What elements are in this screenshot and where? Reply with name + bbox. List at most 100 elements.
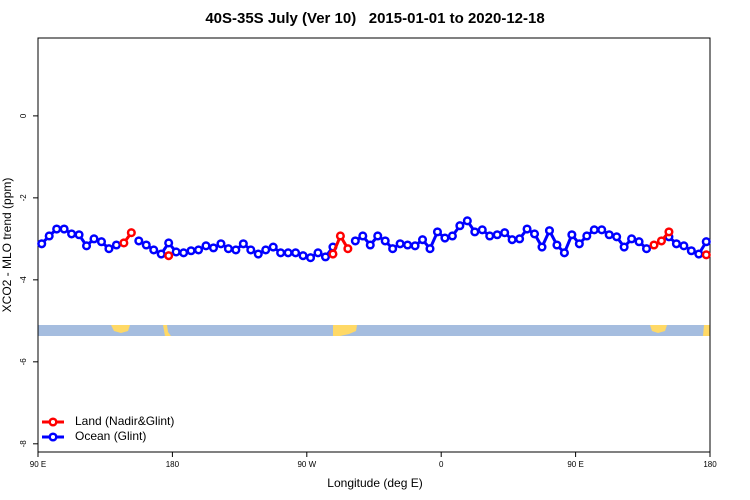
y-tick-label: -8 <box>19 440 28 448</box>
data-point <box>223 244 233 254</box>
data-point <box>89 234 99 244</box>
data-point <box>462 216 472 226</box>
data-point <box>208 243 219 253</box>
land-shape <box>703 325 710 336</box>
data-point <box>246 245 256 255</box>
data-point <box>193 245 204 255</box>
data-point <box>515 234 525 244</box>
data-point <box>522 224 532 234</box>
data-point <box>619 242 629 252</box>
data-point <box>552 240 562 250</box>
data-point <box>529 229 540 239</box>
data-point <box>544 226 555 236</box>
data-point <box>44 231 54 241</box>
data-point <box>388 244 398 254</box>
data-point <box>335 231 345 241</box>
data-point <box>313 248 323 258</box>
data-point <box>403 240 413 250</box>
data-point <box>627 234 637 244</box>
data-point <box>201 241 211 251</box>
data-point <box>686 246 696 256</box>
data-point <box>574 239 584 249</box>
data-point <box>111 240 121 250</box>
data-point <box>216 239 226 249</box>
ocean-band <box>38 325 710 336</box>
data-point <box>59 224 69 234</box>
data-point <box>328 249 338 259</box>
land-shape <box>163 325 171 336</box>
x-tick-label: 90 W <box>297 460 316 469</box>
data-point <box>164 238 174 248</box>
data-point <box>298 251 308 261</box>
data-point <box>74 230 84 240</box>
legend-label: Land (Nadir&Glint) <box>75 414 174 428</box>
legend-marker <box>48 417 58 427</box>
data-point <box>253 249 263 259</box>
data-point <box>261 245 271 255</box>
data-point <box>291 248 301 258</box>
data-point <box>410 241 420 251</box>
data-point <box>365 240 375 250</box>
data-point <box>134 236 144 246</box>
data-point <box>656 236 667 246</box>
data-point <box>238 239 248 249</box>
data-point <box>81 241 92 251</box>
data-point <box>141 240 151 250</box>
legend-label: Ocean (Glint) <box>75 429 146 443</box>
data-point <box>283 248 293 258</box>
data-point <box>179 248 189 258</box>
data-point <box>432 227 443 237</box>
data-point <box>276 248 286 258</box>
y-tick-label: 0 <box>19 113 28 118</box>
data-point <box>96 237 107 247</box>
data-point <box>156 249 166 259</box>
data-point <box>641 244 652 254</box>
x-tick-label: 0 <box>439 460 444 469</box>
data-point <box>171 247 181 257</box>
x-tick-label: 180 <box>703 460 717 469</box>
data-point <box>612 232 622 242</box>
data-point <box>149 245 159 255</box>
data-point <box>380 236 390 246</box>
data-point <box>597 225 607 235</box>
x-tick-label: 90 E <box>567 460 583 469</box>
data-point <box>694 249 704 259</box>
data-point <box>582 231 592 241</box>
data-point <box>358 231 368 241</box>
data-point <box>455 221 465 231</box>
x-tick-label: 180 <box>166 460 180 469</box>
x-axis-label: Longitude (deg E) <box>327 476 422 490</box>
land-strip <box>38 325 710 336</box>
data-point <box>664 227 674 237</box>
data-point <box>537 242 547 252</box>
data-point <box>470 227 480 237</box>
data-point <box>268 242 278 252</box>
data-point <box>67 229 77 239</box>
data-point <box>500 228 510 238</box>
data-point <box>440 233 450 243</box>
data-point <box>507 235 517 245</box>
data-point <box>679 241 689 251</box>
data-point <box>350 236 360 246</box>
data-point <box>634 237 644 247</box>
data-point <box>37 239 47 249</box>
y-tick-label: -4 <box>19 276 28 284</box>
data-point <box>671 239 681 249</box>
data-point <box>417 235 428 245</box>
data-point <box>343 244 353 254</box>
data-point <box>164 251 174 261</box>
data-point <box>126 228 136 238</box>
data-point <box>559 248 569 258</box>
land-shape <box>333 325 357 336</box>
data-point <box>477 225 487 235</box>
data-point <box>492 230 502 240</box>
y-tick-label: -6 <box>19 358 28 366</box>
data-point <box>485 231 495 241</box>
data-point <box>649 240 659 250</box>
y-axis-label: XCO2 - MLO trend (ppm) <box>0 178 14 313</box>
data-point <box>305 253 316 263</box>
data-point <box>589 225 599 235</box>
data-point <box>447 231 457 241</box>
data-point <box>231 245 241 255</box>
